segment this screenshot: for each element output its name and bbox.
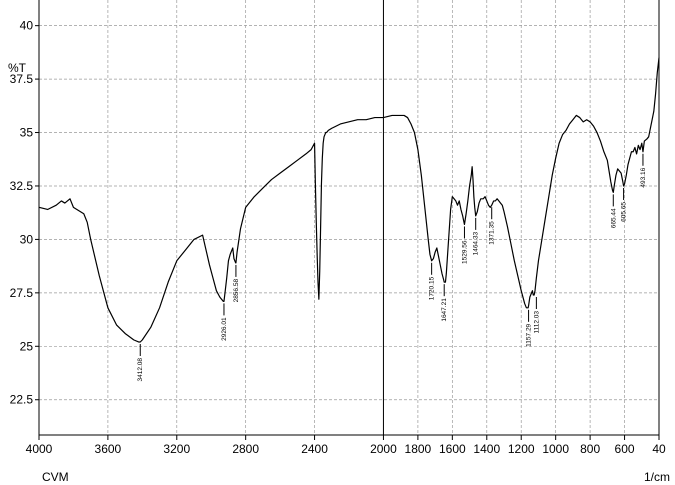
axis-ticks: 4000 3600 3200 2800 2400 2000 1800 1600 1400 1200…	[10, 19, 666, 456]
peak-label: 665.44	[610, 208, 617, 228]
y-tick-label: 32.5	[10, 179, 34, 193]
x-tick-label: 1600	[439, 442, 466, 456]
peak-label: 1157.29	[526, 323, 533, 346]
x-tick-label: 40	[652, 442, 666, 456]
peak-label: 493.16	[640, 167, 647, 187]
y-tick-label: 37.5	[10, 72, 34, 86]
y-tick-label: 27.5	[10, 286, 34, 300]
x-tick-label: 4000	[26, 442, 53, 456]
peak-label: 2856.58	[233, 279, 240, 303]
x-tick-label: 3200	[163, 442, 190, 456]
y-tick-label: 40	[20, 19, 34, 33]
x-axis-label: 1/cm	[644, 470, 670, 484]
x-tick-label: 2400	[301, 442, 328, 456]
x-tick-label: 1800	[405, 442, 432, 456]
peak-label: 1464.33	[473, 232, 480, 256]
x-tick-label: 800	[580, 442, 600, 456]
x-tick-label: 2000	[370, 442, 397, 456]
y-tick-label: 22.5	[10, 393, 34, 407]
peak-label: 2926.01	[221, 317, 228, 341]
y-axis-label: %T	[8, 61, 27, 75]
peak-label: 1112.03	[533, 311, 540, 334]
peak-annotations: 3412.08 2926.01 2856.58 1720.15 1647.21 1529.…	[137, 153, 647, 382]
y-tick-label: 30	[20, 232, 34, 246]
x-tick-label: 1200	[508, 442, 535, 456]
peak-label: 605.65	[621, 202, 628, 222]
plot-frame	[38, 0, 660, 436]
peak-label: 1720.15	[429, 276, 436, 300]
x-tick-label: 1000	[542, 442, 569, 456]
y-tick-label: 25	[20, 339, 34, 353]
y-tick-label: 35	[20, 126, 34, 140]
x-tick-label: 3600	[95, 442, 122, 456]
peak-label: 1371.35	[489, 221, 496, 245]
spectrum-line	[38, 57, 660, 343]
spectrum-series	[38, 57, 660, 343]
x-tick-label: 600	[615, 442, 635, 456]
peak-label: 3412.08	[137, 358, 144, 382]
x-tick-label: 1400	[473, 442, 500, 456]
footer-label: CVM	[42, 470, 69, 484]
peak-label: 1529.56	[461, 240, 468, 264]
peak-label: 1647.21	[441, 298, 448, 322]
grid-lines	[39, 0, 659, 435]
x-tick-label: 2800	[232, 442, 259, 456]
